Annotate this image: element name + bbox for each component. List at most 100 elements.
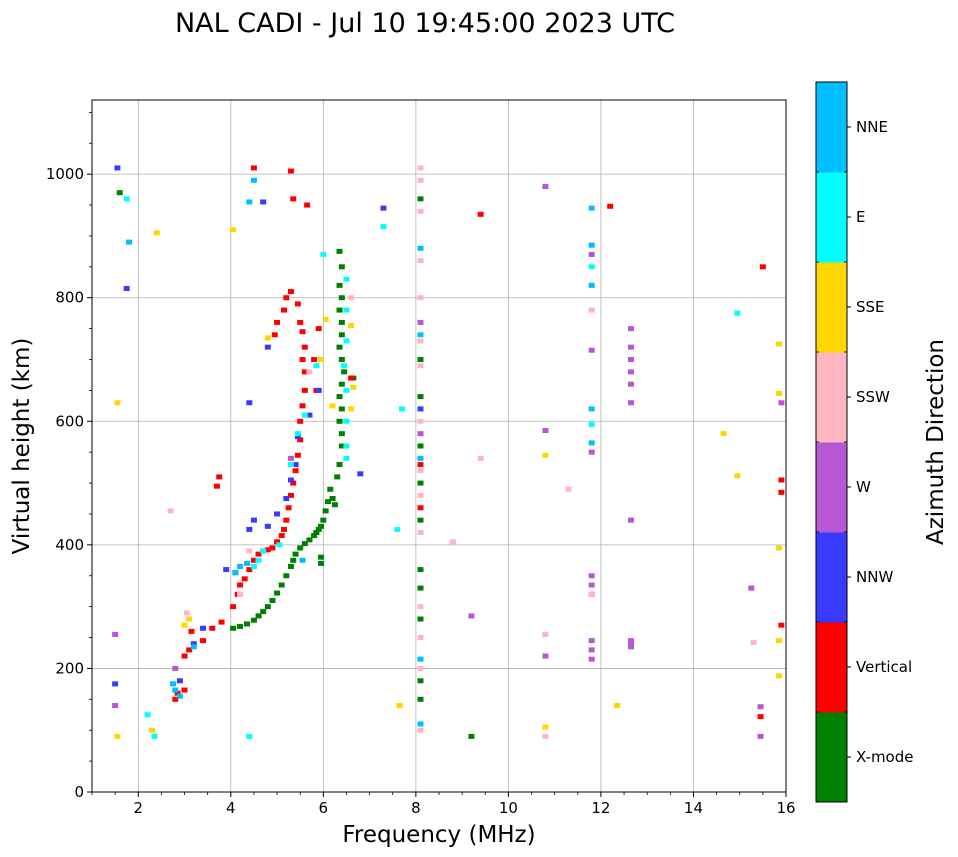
data-point-vertical	[281, 526, 288, 532]
data-point-ssw	[348, 295, 355, 301]
data-point-x-mode	[417, 696, 424, 702]
data-point-vertical	[292, 468, 299, 474]
data-point-vertical	[297, 319, 304, 325]
data-point-nne	[246, 199, 253, 205]
data-point-ssw	[417, 727, 424, 733]
chart-title: NAL CADI - Jul 10 19:45:00 2023 UTC	[175, 8, 675, 39]
colorbar-segment	[816, 172, 847, 263]
data-point-w	[628, 381, 635, 387]
data-point-x-mode	[306, 537, 313, 543]
data-point-x-mode	[311, 533, 318, 539]
data-point-ssw	[417, 363, 424, 369]
data-point-x-mode	[336, 418, 343, 424]
grid-lines	[92, 100, 787, 793]
data-point-vertical	[417, 505, 424, 511]
data-point-vertical	[757, 714, 764, 720]
data-point-nne	[417, 455, 424, 461]
data-point-e	[313, 363, 320, 369]
data-point-sse	[230, 227, 237, 233]
data-point-x-mode	[324, 499, 331, 505]
data-point-sse	[614, 703, 621, 708]
data-point-x-mode	[297, 545, 304, 551]
data-point-e	[250, 563, 257, 569]
colorbar-label: Azimuth Direction	[923, 339, 949, 545]
data-point-vertical	[299, 403, 306, 409]
data-point-x-mode	[417, 678, 424, 684]
data-point-x-mode	[338, 357, 345, 362]
data-point-w	[287, 455, 294, 461]
y-tick-label: 1000	[46, 165, 84, 183]
data-point-nnw	[200, 625, 207, 631]
data-point-nne	[588, 205, 595, 211]
y-tick-label: 400	[55, 536, 84, 554]
data-point-x-mode	[318, 554, 325, 560]
data-point-vertical	[287, 492, 294, 498]
data-point-x-mode	[338, 332, 345, 338]
data-point-w	[628, 357, 635, 362]
data-point-ssw	[542, 631, 549, 637]
data-point-vertical	[417, 462, 424, 468]
data-point-vertical	[283, 295, 290, 301]
data-point-nnw	[264, 344, 271, 350]
data-point-nnw	[246, 400, 253, 406]
data-point-w	[588, 656, 595, 662]
data-point-nnw	[112, 681, 119, 687]
data-point-ssw	[417, 635, 424, 641]
data-point-x-mode	[336, 394, 343, 400]
colorbar-tick-label: SSE	[856, 298, 885, 316]
x-axis-ticks: 2 4 6 8 10 12 14 16	[133, 792, 796, 817]
data-point-vertical	[285, 505, 292, 511]
x-tick-label: 14	[684, 799, 703, 817]
data-point-sse	[322, 316, 329, 322]
data-point-vertical	[778, 489, 785, 495]
data-point-vertical	[250, 557, 257, 563]
x-axis-label: Frequency (MHz)	[342, 822, 535, 848]
data-point-w	[628, 638, 635, 644]
data-point-sse	[776, 341, 783, 347]
data-point-nne	[169, 681, 176, 687]
colorbar-segment	[816, 622, 847, 713]
data-point-vertical	[209, 625, 216, 631]
data-point-ssw	[246, 548, 253, 554]
colorbar-segment	[816, 712, 847, 803]
data-point-ssw	[417, 295, 424, 301]
data-point-sse	[181, 622, 188, 628]
data-point-vertical	[315, 326, 322, 332]
data-point-w	[628, 517, 635, 523]
data-point-e	[734, 310, 741, 316]
data-points	[112, 165, 785, 739]
data-point-x-mode	[336, 307, 343, 313]
y-axis-label: Virtual height (km)	[9, 338, 35, 555]
data-point-x-mode	[417, 480, 424, 486]
data-point-vertical	[294, 452, 301, 458]
data-point-nne	[417, 656, 424, 662]
data-point-e	[343, 443, 350, 449]
y-tick-label: 800	[55, 289, 84, 307]
data-point-w	[588, 647, 595, 653]
data-point-nnw	[190, 641, 197, 647]
data-point-x-mode	[318, 523, 325, 529]
data-point-x-mode	[318, 560, 325, 566]
data-point-e	[294, 431, 301, 437]
y-tick-label: 200	[55, 659, 84, 677]
data-point-ssw	[417, 530, 424, 535]
data-point-ssw	[237, 591, 244, 597]
data-point-w	[588, 573, 595, 579]
data-point-nnw	[246, 526, 253, 532]
data-point-sse	[329, 403, 336, 409]
data-point-w	[588, 251, 595, 257]
data-point-sse	[149, 727, 156, 733]
data-point-x-mode	[334, 474, 341, 480]
data-point-x-mode	[243, 621, 250, 627]
colorbar-segment	[816, 262, 847, 353]
data-point-e	[301, 412, 308, 418]
data-point-x-mode	[336, 344, 343, 350]
data-point-vertical	[216, 474, 223, 480]
data-point-nnw	[114, 165, 121, 171]
colorbar-tick-labels: X-mode Vertical NNW W SSW SSE E NNE	[816, 118, 913, 766]
data-point-ssw	[306, 369, 313, 375]
data-point-vertical	[181, 687, 188, 693]
data-point-x-mode	[417, 196, 424, 202]
data-point-x-mode	[468, 733, 475, 739]
data-point-x-mode	[417, 616, 424, 622]
